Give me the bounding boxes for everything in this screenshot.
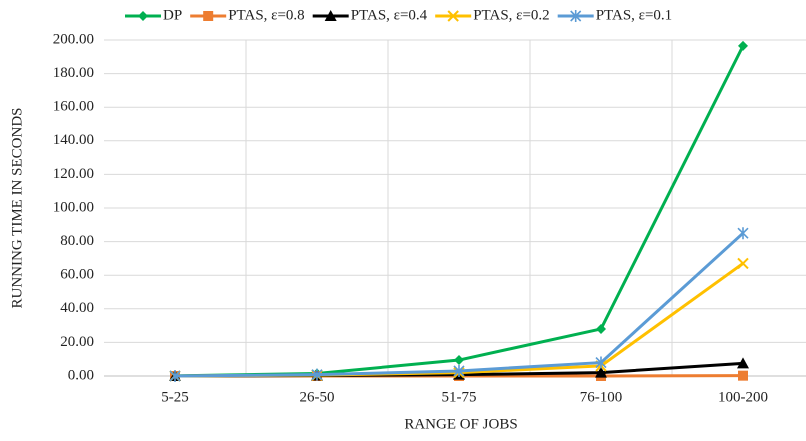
x-tick-label: 26-50 [300, 389, 335, 405]
legend-item: DP [125, 7, 182, 23]
marker [169, 370, 181, 382]
marker [203, 11, 214, 21]
y-tick-label: 80.00 [60, 233, 94, 249]
marker [570, 10, 582, 22]
x-tick-label: 76-100 [580, 389, 623, 405]
y-tick-label: 60.00 [60, 267, 94, 283]
y-tick-label: 20.00 [60, 334, 94, 350]
y-tick-label: 120.00 [53, 166, 94, 182]
y-tick-label: 180.00 [53, 65, 94, 81]
marker [311, 368, 323, 381]
y-tick-label: 40.00 [60, 300, 94, 316]
y-tick-label: 200.00 [53, 31, 94, 47]
legend-label: PTAS, ε=0.8 [228, 7, 305, 23]
y-tick-label: 100.00 [53, 199, 94, 215]
legend-item: PTAS, ε=0.1 [557, 7, 673, 23]
marker [453, 364, 465, 377]
marker [454, 355, 464, 366]
x-tick-label: 5-25 [161, 389, 189, 405]
legend-item: PTAS, ε=0.8 [190, 7, 305, 23]
series-line [174, 232, 745, 378]
x-axis-title: RANGE OF JOBS [404, 416, 517, 432]
legend-item: PTAS, ε=0.2 [435, 7, 550, 23]
legend-label: PTAS, ε=0.1 [596, 7, 673, 23]
x-tick-label: 51-75 [442, 389, 477, 405]
legend-item: PTAS, ε=0.4 [312, 7, 428, 23]
y-tick-label: 140.00 [53, 132, 94, 148]
marker [595, 356, 607, 369]
y-tick-label: 0.00 [68, 367, 94, 383]
marker [138, 11, 148, 21]
marker [595, 366, 607, 378]
marker [324, 10, 337, 21]
marker [737, 227, 749, 240]
legend-label: PTAS, ε=0.2 [473, 7, 550, 23]
marker [737, 257, 749, 270]
y-tick-label: 160.00 [53, 99, 94, 115]
x-tick-label: 100-200 [718, 389, 768, 405]
marker [737, 357, 749, 369]
marker [596, 323, 606, 334]
marker [738, 40, 748, 51]
marker [738, 370, 748, 381]
legend-label: DP [163, 7, 182, 23]
marker [447, 10, 459, 22]
y-axis-title: RUNNING TIME IN SECONDS [9, 108, 25, 309]
legend-label: PTAS, ε=0.4 [351, 7, 428, 23]
